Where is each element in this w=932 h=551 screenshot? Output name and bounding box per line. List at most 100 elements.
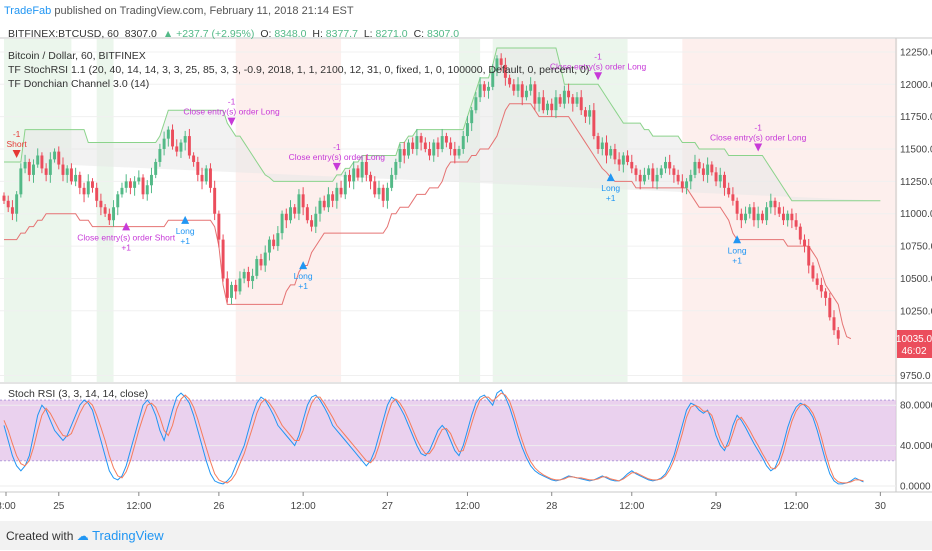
stoch-k-line — [3, 389, 864, 485]
signal-arrow-up-icon — [606, 173, 615, 182]
candle-body — [440, 136, 444, 150]
candle-body — [748, 207, 752, 214]
candle-body — [23, 161, 27, 169]
candle-body — [293, 207, 297, 214]
candle-body — [722, 174, 726, 188]
candle-body — [44, 168, 48, 175]
candle-body — [786, 213, 790, 221]
candle-body — [406, 142, 410, 156]
author-link[interactable]: TradeFab — [4, 5, 52, 17]
candle-body — [310, 220, 314, 227]
candle-body — [638, 174, 642, 182]
candle-body — [208, 168, 212, 188]
signal-qty: -1 — [13, 129, 21, 139]
candle-body — [516, 84, 520, 91]
candle-body — [664, 161, 667, 169]
candle-body — [773, 200, 777, 208]
candle-body — [524, 90, 528, 98]
last-price-label: 10035.0 — [896, 334, 932, 345]
candle-body — [179, 142, 183, 152]
candle-body — [558, 97, 562, 104]
time-tick-label: 25 — [53, 501, 65, 512]
candle-body — [318, 200, 322, 214]
candle-body — [82, 187, 86, 195]
candle-body — [162, 138, 166, 150]
signal-arrow-down-icon — [332, 162, 341, 171]
candle-body — [200, 174, 204, 182]
candle-body — [550, 103, 554, 111]
candle-body — [314, 213, 318, 227]
candle-body — [390, 174, 394, 188]
candle-body — [790, 213, 794, 221]
candle-body — [781, 213, 785, 221]
zone-short-2 — [235, 39, 342, 382]
candle-body — [196, 161, 200, 175]
candle-body — [685, 181, 689, 188]
candle-body — [322, 200, 326, 208]
candle-body — [811, 265, 815, 279]
candle-body — [175, 146, 179, 152]
candle-body — [583, 110, 587, 117]
candle-body — [651, 168, 655, 182]
candle-body — [739, 213, 743, 221]
candle-body — [819, 284, 823, 292]
signal-qty: +1 — [298, 281, 308, 291]
candle-body — [149, 174, 153, 186]
time-tick-label: 26 — [213, 501, 225, 512]
ohlc-readout: BITFINEX:BTCUSD, 60 8307.0 ▲ +237.7 (+2.… — [8, 28, 459, 40]
bar-countdown: 46:02 — [901, 346, 926, 357]
stoch-tick-label: 0.0000 — [900, 481, 931, 492]
candle-body — [402, 149, 406, 156]
candle-body — [305, 207, 309, 221]
candle-body — [120, 187, 124, 195]
candle-body — [377, 187, 381, 195]
candle-body — [621, 155, 625, 165]
candle-body — [171, 129, 175, 147]
candle-body — [415, 136, 419, 150]
stoch-title[interactable]: Stoch RSI (3, 3, 14, 14, close) — [8, 388, 148, 400]
candle-body — [727, 187, 731, 195]
indicator-stochrsi-label[interactable]: TF StochRSI 1.1 (20, 40, 14, 14, 3, 3, 2… — [8, 64, 589, 76]
stoch-rsi-pane[interactable]: Stoch RSI (3, 3, 14, 14, close) — [0, 388, 896, 487]
tradingview-brand[interactable]: TradingView — [92, 528, 164, 543]
price-axis[interactable]: 12250.0 12000.0 11750.0 11500.0 11250.0 11000… — [900, 47, 932, 382]
candle-body — [360, 161, 364, 178]
candle-body — [61, 164, 65, 175]
candle-body — [272, 239, 276, 247]
candle-body — [158, 149, 162, 162]
candle-body — [2, 195, 6, 201]
stoch-tick-label: 40.0000 — [900, 441, 932, 452]
candle-body — [832, 317, 836, 331]
candle-body — [491, 71, 495, 87]
candle-body — [32, 164, 35, 175]
candle-body — [213, 187, 217, 214]
candle-body — [693, 161, 697, 175]
publish-header: TradeFab published on TradingView.com, F… — [0, 0, 932, 22]
signal-qty: -1 — [333, 142, 341, 152]
candle-body — [815, 278, 819, 285]
donchian-fill — [4, 48, 881, 201]
candle-body — [65, 168, 69, 175]
candle-body — [27, 161, 31, 175]
candle-body — [541, 97, 545, 111]
candle-body — [48, 159, 52, 175]
candle-body — [57, 151, 61, 165]
published-text: published on TradingView.com, February 1… — [54, 5, 354, 17]
symbol-title[interactable]: Bitcoin / Dollar, 60, BITFINEX — [8, 50, 146, 62]
candle-body — [562, 90, 566, 104]
candle-body — [99, 200, 103, 208]
candle-body — [398, 149, 402, 162]
candle-body — [470, 110, 474, 124]
candle-body — [225, 278, 229, 298]
indicator-donchian-label[interactable]: TF Donchian Channel 3.0 (14) — [8, 78, 149, 90]
ohlc-low-label: L: — [364, 28, 373, 40]
price-tick-label: 12000.0 — [900, 80, 932, 91]
candle-body — [575, 97, 579, 104]
candle-body — [124, 181, 128, 188]
ohlc-open-label: O: — [260, 28, 271, 40]
time-axis[interactable]: 8:00 25 12:00 26 12:00 27 12:00 28 12:00 29 12:00 3… — [0, 492, 886, 512]
signal-qty: -1 — [594, 51, 602, 61]
stoch-axis[interactable]: 80.0000 40.0000 0.0000 — [900, 401, 932, 493]
